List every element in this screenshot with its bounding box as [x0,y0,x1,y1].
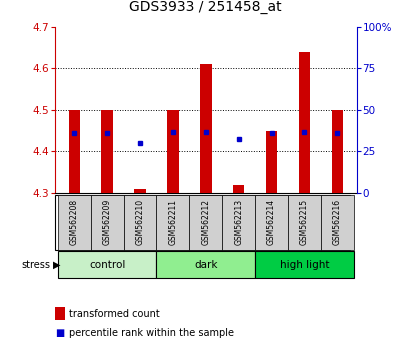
Bar [123,195,157,250]
Text: GSM562214: GSM562214 [267,199,276,245]
Bar [157,251,255,278]
Text: GSM562209: GSM562209 [103,199,112,245]
Text: GSM562215: GSM562215 [300,199,309,245]
Bar [189,195,222,250]
Bar [233,184,244,193]
Bar [68,110,80,193]
Text: GSM562210: GSM562210 [136,199,144,245]
Text: ▶: ▶ [52,259,60,270]
Text: stress: stress [21,259,50,270]
Bar [255,251,354,278]
Bar [91,195,123,250]
Text: GDS3933 / 251458_at: GDS3933 / 251458_at [129,0,282,14]
Bar [331,110,343,193]
Bar [222,195,255,250]
Bar [321,195,354,250]
Text: control: control [89,259,126,270]
Bar [266,131,277,193]
Text: GSM562216: GSM562216 [333,199,342,245]
Text: dark: dark [194,259,218,270]
Bar [58,251,157,278]
Text: GSM562211: GSM562211 [168,199,177,245]
Bar [134,189,146,193]
Text: transformed count: transformed count [69,309,160,319]
Bar [299,51,310,193]
Text: GSM562213: GSM562213 [234,199,243,245]
Bar [288,195,321,250]
Text: high light: high light [280,259,329,270]
Bar [167,110,178,193]
Text: GSM562208: GSM562208 [70,199,79,245]
Bar [255,195,288,250]
Text: GSM562212: GSM562212 [201,199,210,245]
Bar [157,195,189,250]
Text: ■: ■ [55,329,64,338]
Bar [102,110,113,193]
Bar [200,64,212,193]
Text: percentile rank within the sample: percentile rank within the sample [69,329,234,338]
Bar [58,195,91,250]
